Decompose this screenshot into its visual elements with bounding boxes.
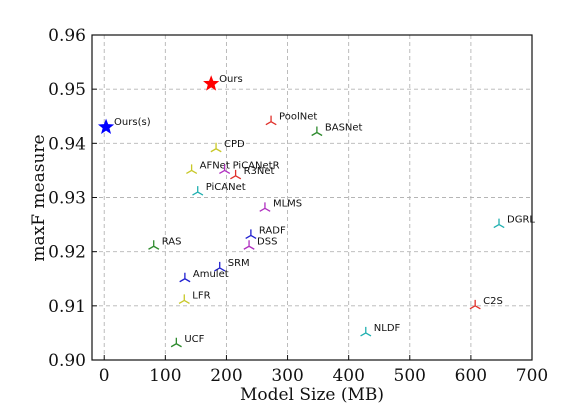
y-tick-label: 0.92 bbox=[48, 243, 86, 263]
tri-marker bbox=[265, 115, 277, 126]
point-r3net: R3Net bbox=[230, 166, 275, 180]
point-label: DSS bbox=[257, 236, 277, 247]
point-ras: RAS bbox=[148, 236, 182, 250]
point-c2s: C2S bbox=[469, 296, 503, 310]
y-axis-label: maxF measure bbox=[29, 134, 49, 261]
tri-marker bbox=[469, 299, 481, 310]
y-tick-label: 0.90 bbox=[48, 351, 86, 371]
point-ours-s: Ours(s) bbox=[97, 117, 151, 134]
point-label: Ours bbox=[219, 74, 243, 85]
y-tick-label: 0.95 bbox=[48, 80, 86, 100]
point-label: MLMS bbox=[273, 198, 302, 209]
point-picanet: PiCANet bbox=[192, 182, 246, 196]
point-poolnet: PoolNet bbox=[265, 112, 317, 126]
plot-frame bbox=[91, 34, 533, 361]
y-axis-ticks: 0.90 0.91 0.92 0.93 0.94 0.95 0.96 bbox=[48, 26, 97, 371]
point-label: DGRL bbox=[507, 215, 535, 226]
point-afnet: AFNet bbox=[186, 160, 230, 174]
tri-marker bbox=[210, 142, 222, 153]
point-label: UCF bbox=[184, 334, 204, 345]
x-tick-label: 700 bbox=[516, 366, 548, 386]
point-label: RAS bbox=[162, 236, 182, 247]
tri-marker bbox=[243, 240, 255, 250]
point-label: R3Net bbox=[244, 166, 275, 177]
point-label: AFNet bbox=[200, 160, 230, 171]
y-tick-label: 0.96 bbox=[48, 26, 86, 46]
point-dgrl: DGRL bbox=[493, 215, 535, 229]
point-lfr: LFR bbox=[178, 290, 211, 304]
x-tick-label: 400 bbox=[332, 366, 364, 386]
point-label: PiCANet bbox=[206, 182, 246, 193]
point-label: SRM bbox=[228, 258, 250, 269]
tri-marker bbox=[214, 261, 226, 272]
point-label: PoolNet bbox=[279, 112, 317, 123]
y-tick-label: 0.91 bbox=[48, 297, 86, 317]
x-tick-label: 300 bbox=[271, 366, 303, 386]
x-tick-label: 200 bbox=[210, 366, 242, 386]
point-dss: DSS bbox=[243, 236, 277, 250]
x-tick-label: 500 bbox=[394, 366, 426, 386]
tri-marker bbox=[311, 126, 323, 137]
point-label: PiCANetR bbox=[233, 160, 280, 171]
point-ucf: UCF bbox=[170, 334, 205, 348]
tri-marker bbox=[360, 326, 372, 337]
tri-marker bbox=[493, 218, 505, 229]
point-label: C2S bbox=[483, 296, 503, 307]
tri-marker bbox=[245, 229, 257, 239]
point-label: BASNet bbox=[325, 123, 363, 134]
point-nldf: NLDF bbox=[360, 323, 401, 337]
tri-marker bbox=[219, 164, 231, 174]
tri-marker bbox=[178, 294, 190, 304]
point-basnet: BASNet bbox=[311, 123, 363, 137]
point-srm: SRM bbox=[214, 258, 250, 272]
y-tick-label: 0.93 bbox=[48, 189, 86, 209]
grid bbox=[92, 34, 533, 361]
tri-marker bbox=[170, 337, 182, 348]
point-picanetr: PiCANetR bbox=[219, 160, 280, 174]
point-cpd: CPD bbox=[210, 139, 245, 153]
tri-marker bbox=[148, 240, 160, 250]
point-label: Ours(s) bbox=[114, 117, 151, 128]
x-tick-label: 0 bbox=[99, 366, 110, 386]
star-marker bbox=[203, 75, 220, 91]
point-label: RADF bbox=[259, 225, 286, 236]
point-mlms: MLMS bbox=[259, 198, 302, 212]
tri-marker bbox=[230, 169, 242, 180]
point-label: LFR bbox=[192, 290, 210, 301]
tri-marker bbox=[192, 186, 204, 196]
x-axis-ticks: 0 100 200 300 400 500 600 700 bbox=[99, 355, 548, 386]
tri-marker bbox=[186, 164, 198, 174]
point-ours: Ours bbox=[203, 74, 243, 91]
tri-marker bbox=[259, 202, 271, 212]
x-tick-label: 600 bbox=[455, 366, 487, 386]
x-axis-label: Model Size (MB) bbox=[240, 385, 384, 405]
y-tick-label: 0.94 bbox=[48, 134, 86, 154]
point-label: Amulet bbox=[193, 269, 229, 280]
point-radf: RADF bbox=[245, 225, 286, 239]
tri-marker bbox=[179, 272, 191, 283]
point-amulet: Amulet bbox=[179, 269, 229, 283]
point-label: NLDF bbox=[374, 323, 401, 334]
star-marker bbox=[97, 118, 115, 134]
point-label: CPD bbox=[224, 139, 245, 150]
x-tick-label: 100 bbox=[149, 366, 181, 386]
